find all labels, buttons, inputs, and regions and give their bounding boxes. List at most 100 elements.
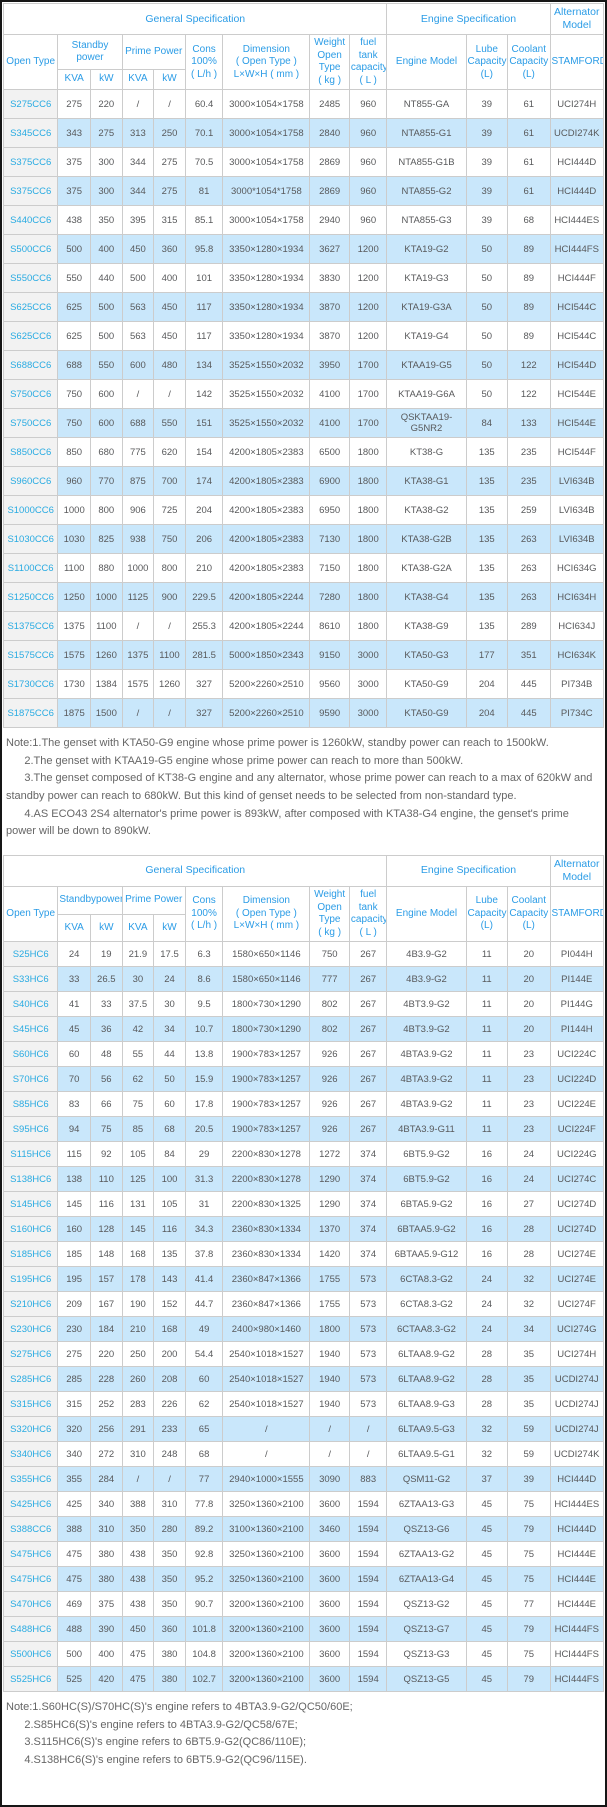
table-cell: 45 [465, 1616, 509, 1643]
model-link[interactable]: S185HC6 [10, 1248, 52, 1260]
model-link[interactable]: S1730CC6 [7, 678, 54, 690]
model-link[interactable]: S688CC6 [10, 359, 52, 371]
model-link[interactable]: S210HC6 [10, 1298, 52, 1310]
table-cell: HCI634K [549, 640, 605, 671]
model-link[interactable]: S340HC6 [10, 1448, 52, 1460]
model-link[interactable]: S500HC6 [10, 1648, 52, 1660]
table-cell: 5200×2260×2510 [222, 669, 311, 700]
model-link[interactable]: S488HC6 [10, 1623, 52, 1635]
table-cell: QSKTAA19-G5NR2 [386, 408, 467, 439]
table-cell: PI734C [549, 698, 605, 729]
model-link[interactable]: S275HC6 [10, 1348, 52, 1360]
model-link[interactable]: S275CC6 [10, 98, 52, 110]
table-cell: 50 [465, 379, 509, 410]
table-cell: 563 [121, 321, 155, 352]
model-link[interactable]: S138HC6 [10, 1173, 52, 1185]
table-cell: 84 [465, 408, 509, 439]
table-cell: 2360×830×1334 [222, 1241, 311, 1268]
model-cell: S45HC6 [2, 1016, 59, 1043]
table-cell: HCI444ES [549, 205, 605, 236]
model-link[interactable]: S750CC6 [10, 417, 52, 429]
model-link[interactable]: S960CC6 [10, 475, 52, 487]
model-link[interactable]: S375CC6 [10, 185, 52, 197]
model-link[interactable]: S475HC6 [10, 1548, 52, 1560]
model-link[interactable]: S440CC6 [10, 214, 52, 226]
table-cell: 2540×1018×1527 [222, 1366, 311, 1393]
table-cell: KTAA19-G6A [386, 379, 467, 410]
model-link[interactable]: S388CC6 [10, 1523, 52, 1535]
model-link[interactable]: S475HC6 [10, 1573, 52, 1585]
table-cell: 388 [121, 1491, 155, 1518]
table-cell: 960 [57, 466, 91, 497]
table-cell: 300 [89, 147, 123, 178]
model-link[interactable]: S70HC6 [12, 1073, 49, 1085]
model-link[interactable]: S145HC6 [10, 1198, 52, 1210]
table-cell: UCDI274J [549, 1416, 605, 1443]
model-link[interactable]: S850CC6 [10, 446, 52, 458]
model-link[interactable]: S160HC6 [10, 1223, 52, 1235]
model-link[interactable]: S470HC6 [10, 1598, 52, 1610]
model-link[interactable]: S33HC6 [12, 973, 49, 985]
model-link[interactable]: S550CC6 [10, 272, 52, 284]
table-cell: 110 [89, 1166, 123, 1193]
model-link[interactable]: S25HC6 [12, 948, 49, 960]
table-cell: 375 [57, 176, 91, 207]
table-cell: 267 [348, 1091, 388, 1118]
model-link[interactable]: S1100CC6 [7, 562, 54, 574]
table-cell: 11 [465, 1116, 509, 1143]
model-link[interactable]: S375CC6 [10, 156, 52, 168]
model-link[interactable]: S355HC6 [10, 1473, 52, 1485]
table-row: S1000CC6 1000 800 906 725 204 4200×1805×2383 69… [2, 495, 605, 526]
table-row: S375CC6 375 300 344 275 81 3000*1054*1758 2869 9… [2, 176, 605, 207]
table-row: S750CC6 750 600 688 550 151 3525×1550×2032 4100… [2, 408, 605, 439]
table-cell: KTA50-G9 [386, 669, 467, 700]
table-cell: 11 [465, 1016, 509, 1043]
column-header-dimension: Dimension ( Open Type ) L×W×H ( mm ) [222, 34, 311, 91]
model-link[interactable]: S1575CC6 [7, 649, 54, 661]
model-link[interactable]: S525HC6 [10, 1673, 52, 1685]
model-link[interactable]: S115HC6 [10, 1148, 51, 1160]
model-link[interactable]: S750CC6 [10, 388, 52, 400]
model-link[interactable]: S230HC6 [10, 1323, 52, 1335]
model-link[interactable]: S345CC6 [10, 127, 52, 139]
table-row: S475HC6 475 380 438 350 92.8 3250×1360×2100 360… [2, 1541, 605, 1568]
model-link[interactable]: S60HC6 [12, 1048, 49, 1060]
model-cell: S625CC6 [2, 292, 59, 323]
model-link[interactable]: S1250CC6 [7, 591, 54, 603]
table-cell: 20 [507, 1016, 551, 1043]
model-link[interactable]: S195HC6 [10, 1273, 52, 1285]
table-row: S1375CC6 1375 1100//255.3 4200×1805×2244 861… [2, 611, 605, 642]
table-cell: 1030 [57, 524, 91, 555]
model-cell: S1875CC6 [2, 698, 59, 729]
table-cell: 77 [184, 1466, 224, 1493]
model-link[interactable]: S40HC6 [12, 998, 49, 1010]
table-cell: 4200×1805×2244 [222, 611, 311, 642]
model-link[interactable]: S85HC6 [12, 1098, 49, 1110]
model-link[interactable]: S320HC6 [10, 1423, 52, 1435]
table-cell: 208 [153, 1366, 186, 1393]
table-cell: HCI544F [549, 437, 605, 468]
model-link[interactable]: S95HC6 [12, 1123, 49, 1135]
table-cell: / [121, 89, 155, 120]
model-link[interactable]: S500CC6 [10, 243, 52, 255]
table-cell: 77.8 [184, 1491, 224, 1518]
table-cell: 31 [184, 1191, 224, 1218]
model-link[interactable]: S285HC6 [10, 1373, 52, 1385]
model-link[interactable]: S1000CC6 [7, 504, 54, 516]
table-cell: 1580×650×1146 [222, 941, 311, 968]
table-cell: 2400×980×1460 [222, 1316, 311, 1343]
table-cell: 1800 [348, 437, 388, 468]
table-cell: 263 [507, 524, 551, 555]
model-link[interactable]: S1875CC6 [7, 707, 54, 719]
table-cell: 1594 [348, 1666, 388, 1693]
table-cell: 102.7 [184, 1666, 224, 1693]
model-link[interactable]: S315HC6 [10, 1398, 52, 1410]
model-link[interactable]: S425HC6 [10, 1498, 52, 1510]
model-link[interactable]: S625CC6 [10, 330, 52, 342]
table-cell: 134 [184, 350, 224, 381]
model-link[interactable]: S1030CC6 [7, 533, 54, 545]
model-link[interactable]: S45HC6 [12, 1023, 49, 1035]
model-link[interactable]: S1375CC6 [7, 620, 54, 632]
table-cell: 135 [465, 611, 509, 642]
model-link[interactable]: S625CC6 [10, 301, 52, 313]
